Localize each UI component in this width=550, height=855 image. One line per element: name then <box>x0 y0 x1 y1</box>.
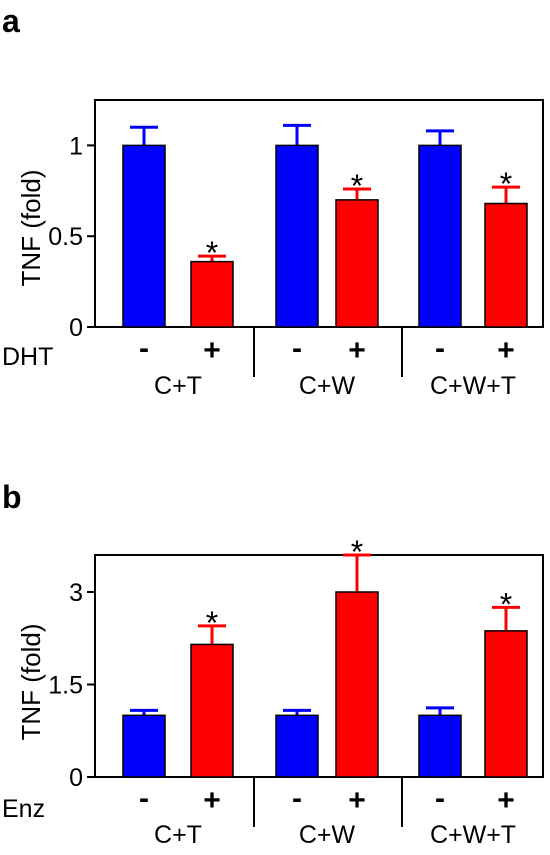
panel-b-bar <box>418 714 462 778</box>
panel-b-significance-star: * <box>206 605 218 641</box>
panel-b-treatment-sign: + <box>203 784 221 817</box>
panel-a-plot: 00.51-*+ -*+ -*+C+T C+W C+W+T <box>48 99 544 400</box>
panel-a-significance-star: * <box>206 235 218 271</box>
panel-a-bar <box>484 202 528 328</box>
panel-a-significance-star: * <box>351 168 363 204</box>
panel-b-y-tick-label: 0 <box>69 764 83 792</box>
panel-b-treatment-sign: - <box>292 782 302 815</box>
panel-a-plot-frame <box>94 99 544 328</box>
panel-a-bar <box>122 144 166 328</box>
panel-b-y-axis-label: TNF (fold) <box>16 624 46 741</box>
panel-a-group-label: C+W+T <box>430 372 516 400</box>
panel-a-y-axis-label: TNF (fold) <box>16 170 46 287</box>
panel-b-y-tick-label: 1.5 <box>48 672 83 700</box>
panel-a-treatment-sign: - <box>292 332 302 365</box>
panel-a: a TNF (fold) DHT 00.51-*+ -*+ -*+C+T C+W C+W… <box>2 3 544 400</box>
panel-b-treatment-sign: - <box>139 782 149 815</box>
panel-a-letter: a <box>2 3 20 39</box>
panel-a-group-label: C+W <box>299 372 356 400</box>
panel-a-y-tick-label: 0 <box>69 314 83 342</box>
panel-a-treatment-sign: + <box>497 334 515 367</box>
panel-a-treatment-sign: + <box>203 334 221 367</box>
panel-b: b TNF (fold) Enz 01.53-*+ -*+ -*+C+T C+W C+W… <box>2 479 544 849</box>
panel-a-y-tick-label: 0.5 <box>48 223 83 251</box>
panel-a-treatment-label: DHT <box>2 343 53 371</box>
panel-b-plot-frame <box>94 554 544 778</box>
panel-b-letter: b <box>2 479 22 515</box>
panel-b-treatment-sign: - <box>435 782 445 815</box>
panel-b-bar <box>275 714 319 778</box>
panel-a-bar <box>418 144 462 328</box>
panel-b-bar <box>484 630 528 778</box>
panel-a-significance-star: * <box>500 166 512 202</box>
panel-b-group-label: C+W <box>299 821 356 849</box>
panel-b-y-tick-label: 3 <box>69 579 83 607</box>
panel-b-treatment-sign: + <box>348 784 366 817</box>
panel-b-group-label: C+W+T <box>430 821 516 849</box>
panel-a-bar <box>190 260 234 328</box>
panel-a-bar <box>335 199 379 328</box>
panel-b-significance-star: * <box>500 586 512 622</box>
panel-a-y-tick-label: 1 <box>69 132 83 160</box>
panel-a-treatment-sign: - <box>139 332 149 365</box>
panel-a-treatment-sign: + <box>348 334 366 367</box>
panel-a-bar <box>275 144 319 328</box>
panel-a-treatment-sign: - <box>435 332 445 365</box>
panel-b-bar <box>122 714 166 778</box>
panel-b-group-label: C+T <box>154 821 202 849</box>
panel-a-group-label: C+T <box>154 372 202 400</box>
panel-b-bar <box>190 643 234 778</box>
panel-b-significance-star: * <box>351 534 363 570</box>
panel-b-treatment-sign: + <box>497 784 515 817</box>
panel-b-treatment-label: Enz <box>2 795 45 823</box>
panel-b-plot: 01.53-*+ -*+ -*+C+T C+W C+W+T <box>48 534 544 849</box>
panel-b-bar <box>335 591 379 778</box>
